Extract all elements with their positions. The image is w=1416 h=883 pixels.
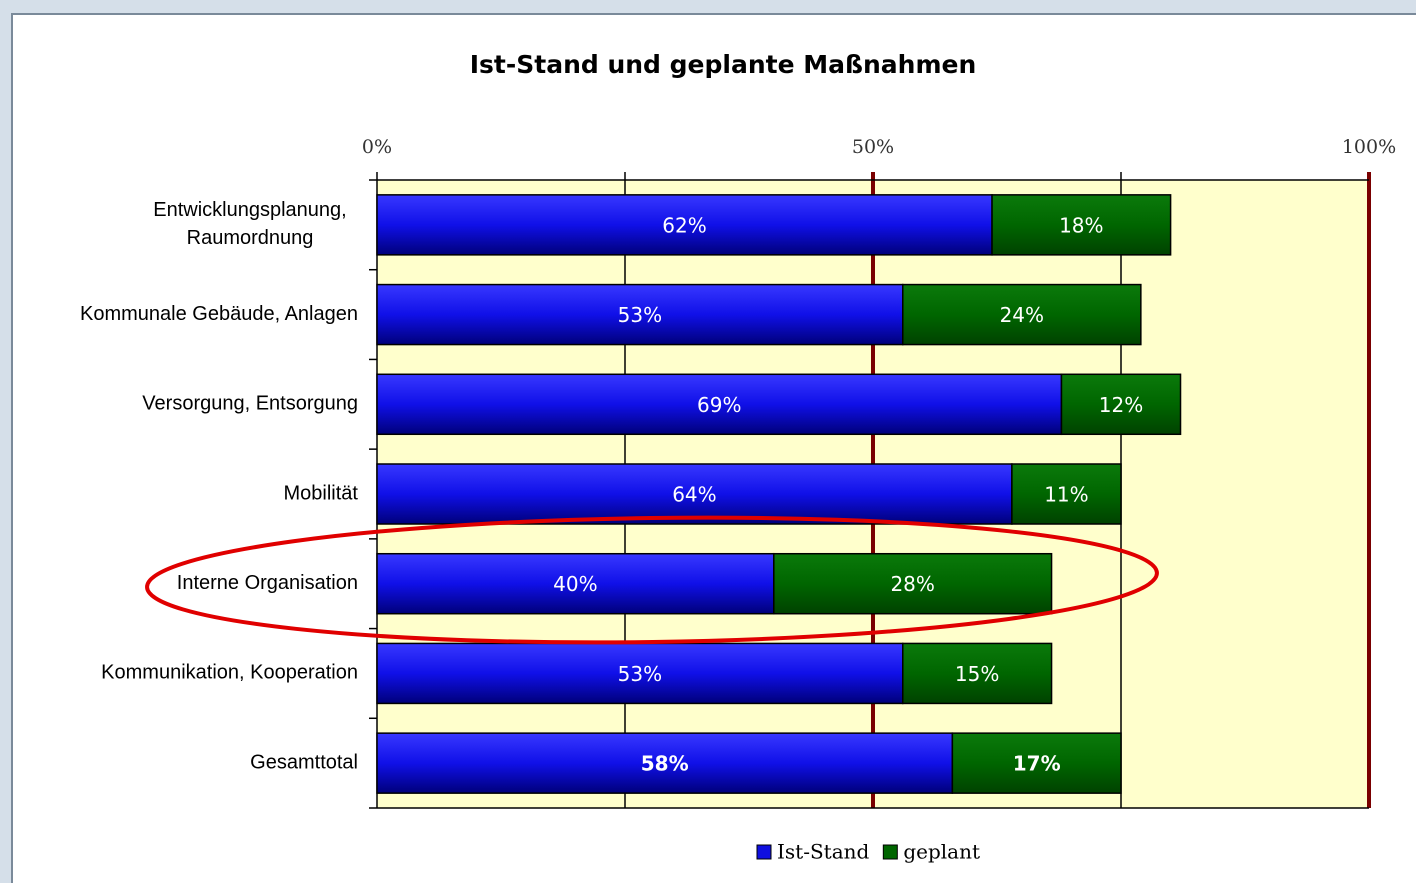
data-label: 58% <box>641 752 689 776</box>
bar <box>376 194 993 256</box>
x-tick-label: 50% <box>852 136 894 158</box>
y-tick-label: Versorgung, Entsorgung <box>142 393 358 415</box>
legend-swatch <box>756 844 772 860</box>
bar <box>773 552 1053 615</box>
y-tick-label: Interne Organisation <box>177 572 358 594</box>
data-label: 17% <box>1013 752 1061 776</box>
y-tick-label: Kommunikation, Kooperation <box>101 662 358 684</box>
bar <box>376 283 904 346</box>
legend-label: Ist-Stand <box>777 840 870 864</box>
data-label: 15% <box>955 662 999 686</box>
bar <box>902 642 1053 705</box>
y-tick-label: Entwicklungsplanung, Raumordnung <box>153 199 346 249</box>
x-tick-label: 100% <box>1342 136 1396 158</box>
data-label: 28% <box>890 572 934 596</box>
data-label: 62% <box>662 213 706 237</box>
data-label: 18% <box>1059 213 1103 237</box>
bar <box>991 194 1172 256</box>
data-label: 12% <box>1099 393 1143 417</box>
bar <box>376 642 904 705</box>
legend-swatch <box>882 844 898 860</box>
data-label: 24% <box>1000 303 1044 327</box>
data-label: 40% <box>553 572 597 596</box>
data-label: 11% <box>1044 483 1088 507</box>
data-label: 69% <box>697 393 741 417</box>
bar <box>376 463 1013 525</box>
chart-title: Ist-Stand und geplante Maßnahmen <box>470 50 977 79</box>
data-label: 53% <box>618 303 662 327</box>
bar <box>1011 463 1122 525</box>
data-label: 53% <box>618 662 662 686</box>
bar <box>951 732 1122 794</box>
x-tick-label: 0% <box>362 136 392 158</box>
data-label: 64% <box>672 483 716 507</box>
legend-label: geplant <box>903 840 980 864</box>
bar <box>902 283 1142 346</box>
bar <box>376 732 954 794</box>
y-tick-label: Mobilität <box>284 482 359 504</box>
y-tick-label: Gesamttotal <box>250 751 358 773</box>
highlight-ellipse <box>145 515 1159 645</box>
y-tick-label: Kommunale Gebäude, Anlagen <box>80 303 358 325</box>
bar <box>1060 373 1182 436</box>
